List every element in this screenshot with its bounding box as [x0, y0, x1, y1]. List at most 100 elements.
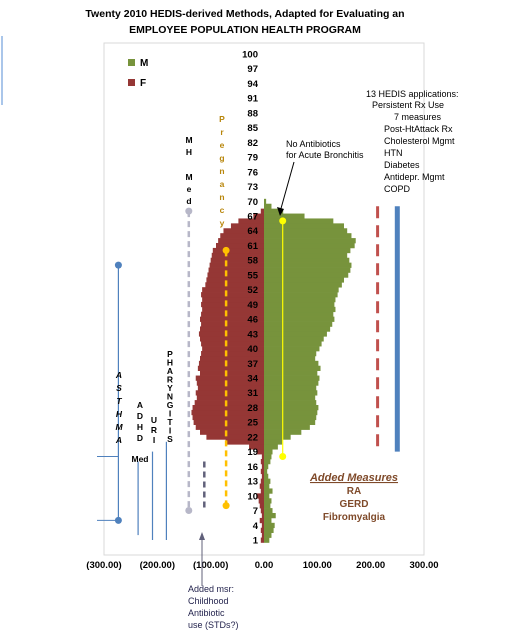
bar-female — [261, 463, 264, 470]
pharyngitis-label-letter: N — [167, 392, 173, 402]
pyramid-bars — [191, 198, 356, 543]
age-tick-label: 73 — [247, 182, 258, 193]
x-axis-tick-labels: (300.00) (200.00) (100.00) 0.00 100.00 200.00… — [86, 560, 438, 571]
hedis-item: 7 measures — [394, 112, 442, 122]
bar-female — [249, 444, 264, 450]
chart-title-line2: EMPLOYEE POPULATION HEALTH PROGRAM — [129, 24, 361, 36]
mh-med-label-letter: H — [186, 147, 192, 157]
bar-female — [205, 282, 264, 288]
bar-female — [260, 468, 265, 475]
bar-female — [258, 498, 264, 504]
bar-male — [264, 454, 272, 460]
x-tick-label: 100.00 — [303, 560, 332, 571]
bar-male — [264, 517, 272, 524]
bar-male — [264, 375, 320, 381]
bar-male — [264, 527, 274, 533]
age-tick-label: 85 — [247, 123, 258, 134]
bar-female — [260, 508, 265, 514]
age-tick-label: 1 — [253, 536, 259, 547]
bar-female — [200, 326, 265, 332]
age-tick-label: 52 — [247, 285, 258, 296]
bar-male — [264, 414, 317, 421]
bar-male — [264, 508, 273, 514]
pharyngitis-label-letter: P — [167, 349, 173, 359]
mh-med-label-letter: M — [185, 135, 192, 145]
bar-male — [264, 370, 318, 376]
pregnancy-label-letter: P — [219, 114, 225, 124]
bar-female — [200, 336, 265, 342]
age-tick-label: 16 — [247, 462, 258, 473]
bar-male — [264, 419, 316, 425]
hedis-item: Persistent Rx Use — [372, 100, 444, 110]
bar-male — [264, 459, 271, 465]
bar-male — [264, 503, 271, 509]
bar-female — [259, 503, 265, 509]
bar-female — [201, 351, 265, 357]
bar-male — [264, 301, 335, 308]
age-tick-label: 70 — [247, 197, 258, 208]
added-measures-box: Added Measures RA GERD Fibromyalgia — [309, 472, 398, 523]
uri-label-letter: I — [153, 435, 155, 445]
legend-swatch-male — [128, 59, 135, 66]
bar-male — [264, 424, 310, 430]
age-tick-label: 13 — [247, 477, 258, 488]
added-msr-line1: Added msr: — [188, 584, 234, 594]
bar-male — [264, 385, 317, 391]
age-tick-label: 31 — [247, 388, 258, 399]
age-tick-label: 46 — [247, 315, 258, 326]
hedis-item: Diabetes — [384, 160, 420, 170]
age-tick-label: 10 — [247, 491, 258, 502]
hedis-item: COPD — [384, 184, 411, 194]
bar-female — [259, 483, 265, 489]
bar-male — [264, 213, 305, 219]
bar-female — [202, 297, 264, 303]
pregnancy-label-letter: c — [220, 205, 225, 215]
uri-label-letter: U — [151, 415, 157, 425]
bar-female — [197, 365, 265, 371]
bar-female — [208, 267, 264, 273]
bar-male — [264, 198, 267, 205]
bar-female — [256, 449, 265, 455]
bronchitis-label-line2: for Acute Bronchitis — [286, 150, 364, 160]
chart-title-line1: Twenty 2010 HEDIS-derived Methods, Adapt… — [85, 8, 404, 20]
bar-male — [264, 439, 283, 445]
age-tick-label: 25 — [247, 418, 258, 429]
bar-male — [264, 449, 273, 455]
bar-male — [264, 351, 317, 357]
added-measures-title: Added Measures — [309, 472, 398, 484]
bar-male — [264, 257, 350, 263]
bar-female — [206, 277, 265, 283]
pharyngitis-label-letter: Y — [167, 383, 173, 393]
bar-male — [264, 493, 270, 499]
hedis-item: Cholesterol Mgmt — [384, 136, 455, 146]
bar-female — [225, 439, 265, 445]
measure-endpoint — [222, 502, 230, 510]
bar-female — [218, 238, 264, 244]
pharyngitis-label-letter: G — [167, 400, 174, 410]
bar-male — [264, 297, 336, 303]
bar-male — [264, 311, 334, 317]
asthma-label-letter: A — [115, 370, 122, 380]
bar-male — [264, 326, 331, 332]
bar-female — [223, 228, 264, 234]
asthma-label-letter: A — [115, 435, 122, 445]
bar-male — [264, 272, 349, 278]
bar-male — [264, 233, 352, 239]
bar-female — [211, 252, 264, 259]
added-measure-item: RA — [347, 486, 361, 497]
bar-female — [192, 414, 264, 421]
hedis-item: HTN — [384, 148, 403, 158]
bar-male — [264, 380, 319, 386]
pharyngitis-label-letter: I — [169, 409, 171, 419]
legend-label-female: F — [140, 78, 146, 89]
bar-female — [195, 390, 264, 396]
bar-female — [230, 223, 264, 229]
bar-male — [264, 434, 291, 440]
bar-female — [216, 243, 265, 249]
added-msr-line2: Childhood — [188, 596, 229, 606]
bar-male — [264, 238, 356, 244]
bar-female — [260, 488, 265, 494]
bar-male — [264, 336, 324, 342]
age-axis-labels: 100 97 94 91 88 85 82 79 76 73 70 67 64 61 58 55 52 49 46 4… — [242, 50, 259, 547]
bar-female — [200, 370, 265, 376]
